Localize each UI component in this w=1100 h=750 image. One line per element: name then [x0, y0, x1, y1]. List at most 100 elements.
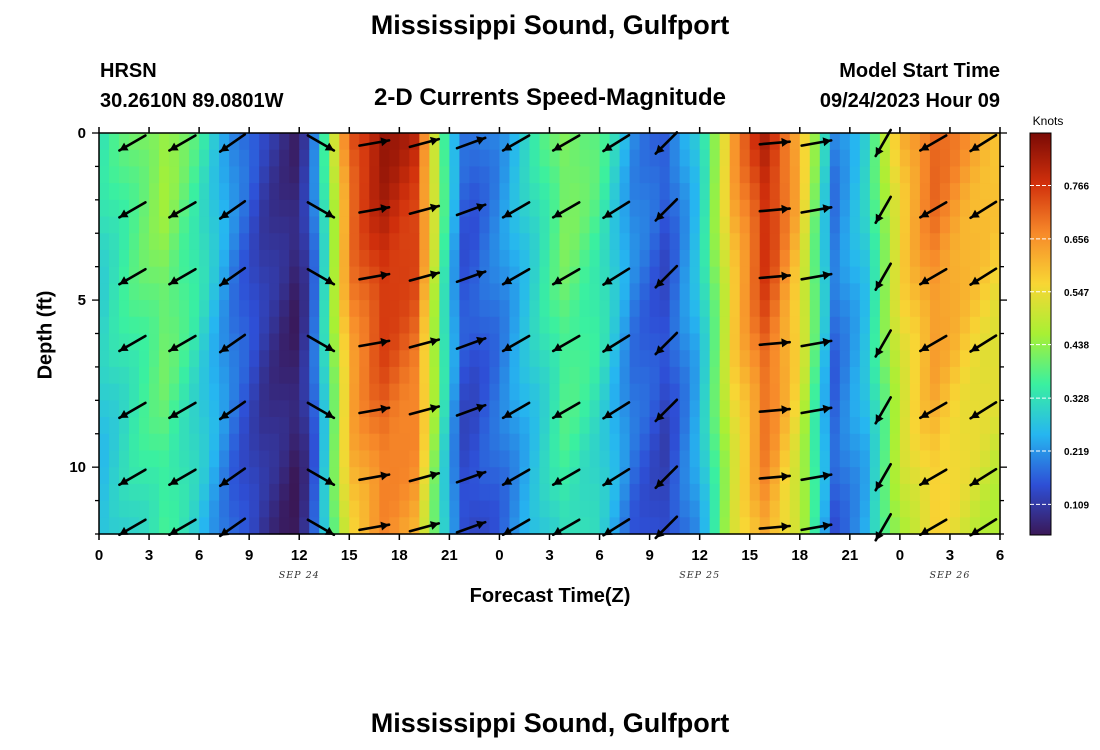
heatmap-cell: [319, 333, 330, 351]
heatmap-cell: [439, 366, 450, 385]
heatmap-cell: [329, 283, 340, 301]
heatmap-cell: [469, 283, 481, 301]
heatmap-cell: [459, 216, 471, 234]
heatmap-cell: [489, 249, 501, 268]
heatmap-cell: [139, 133, 150, 151]
heatmap-cell: [739, 350, 751, 368]
current-arrow: [551, 334, 581, 353]
heatmap-cell: [659, 433, 671, 452]
heatmap-cell: [199, 383, 210, 401]
heatmap-cell: [269, 333, 280, 351]
heatmap-cell: [259, 433, 270, 452]
heatmap-cell: [789, 216, 801, 234]
heatmap-cell: [199, 300, 210, 318]
heatmap-cell: [319, 417, 330, 435]
heatmap-cell: [649, 483, 661, 502]
heatmap-cell: [669, 133, 681, 151]
heatmap-cell: [849, 283, 861, 301]
heatmap-cell: [619, 500, 631, 518]
heatmap-cell: [989, 149, 1001, 168]
heatmap-cell: [749, 366, 761, 385]
heatmap-cell: [149, 483, 160, 502]
heatmap-cell: [99, 133, 110, 151]
heatmap-cell: [579, 316, 591, 335]
heatmap-cell: [399, 183, 410, 201]
heatmap-cell: [479, 249, 491, 268]
heatmap-cell: [219, 216, 230, 234]
heatmap-cell: [569, 450, 581, 468]
heatmap-cell: [869, 133, 881, 151]
model-start-label: Model Start Time: [839, 60, 1000, 82]
heatmap-cell: [299, 149, 310, 168]
heatmap-cell: [399, 450, 410, 468]
heatmap-cell: [279, 316, 290, 335]
heatmap-cell: [749, 133, 761, 151]
heatmap-cell: [709, 183, 721, 201]
heatmap-cell: [249, 483, 260, 502]
heatmap-cell: [499, 199, 511, 218]
heatmap-cell: [329, 199, 340, 218]
heatmap-cell: [359, 517, 370, 535]
heatmap-cell: [329, 233, 340, 251]
colorbar-tick-label: 0.109: [1064, 500, 1089, 511]
arrow-head: [822, 137, 832, 147]
heatmap-cell: [859, 417, 871, 435]
heatmap-cell: [249, 133, 260, 151]
heatmap-cell: [209, 433, 220, 452]
heatmap-cell: [369, 366, 380, 385]
heatmap-cell: [899, 233, 911, 251]
heatmap-cell: [459, 266, 471, 284]
heatmap-cell: [499, 183, 511, 201]
heatmap-cell: [129, 450, 140, 468]
current-arrow: [168, 334, 197, 353]
heatmap-cell: [639, 183, 651, 201]
current-arrow: [602, 467, 631, 487]
heatmap-cell: [629, 433, 641, 452]
heatmap-cell: [139, 216, 150, 234]
heatmap-cell: [379, 283, 390, 301]
current-arrow: [501, 401, 531, 420]
heatmap-cell: [739, 316, 751, 335]
heatmap-cell: [669, 350, 681, 368]
heatmap-cell: [659, 149, 671, 168]
heatmap-cell: [729, 249, 741, 268]
heatmap-cell: [209, 483, 220, 502]
heatmap-cell: [639, 133, 651, 151]
heatmap-cell: [949, 450, 961, 468]
heatmap-cell: [729, 500, 741, 518]
heatmap-cell: [619, 199, 631, 218]
heatmap-cell: [109, 199, 120, 218]
heatmap-cell: [549, 149, 561, 168]
heatmap-cell: [299, 216, 310, 234]
heatmap-cell: [399, 249, 410, 268]
heatmap-cell: [759, 483, 771, 502]
heatmap-cell: [819, 450, 831, 468]
heatmap-cell: [379, 233, 390, 251]
heatmap-cell: [109, 400, 120, 418]
heatmap-cell: [559, 149, 571, 168]
heatmap-cell: [869, 333, 881, 351]
heatmap-cell: [359, 133, 370, 151]
arrow-head: [220, 210, 230, 219]
heatmap-cell: [129, 283, 140, 301]
heatmap-cell: [349, 216, 360, 234]
heatmap-cell: [619, 300, 631, 318]
heatmap-cell: [409, 450, 420, 468]
x-tick-label: 6: [996, 547, 1004, 564]
x-tick-label: 0: [896, 547, 904, 564]
heatmap-cell: [689, 266, 701, 284]
heatmap-cell: [579, 400, 591, 418]
heatmap-cell: [769, 233, 781, 251]
heatmap-cell: [329, 333, 340, 351]
heatmap-cell: [449, 450, 460, 468]
heatmap-cell: [659, 517, 671, 535]
x-tick-label: 0: [95, 547, 103, 564]
heatmap-cell: [299, 333, 310, 351]
heatmap-cell: [409, 149, 420, 168]
arrow-head: [822, 204, 832, 214]
heatmap-cell: [579, 417, 591, 435]
heatmap-cell: [989, 283, 1001, 301]
current-arrow: [306, 468, 336, 487]
heatmap-cell: [259, 133, 270, 151]
heatmap-cell: [119, 149, 130, 168]
